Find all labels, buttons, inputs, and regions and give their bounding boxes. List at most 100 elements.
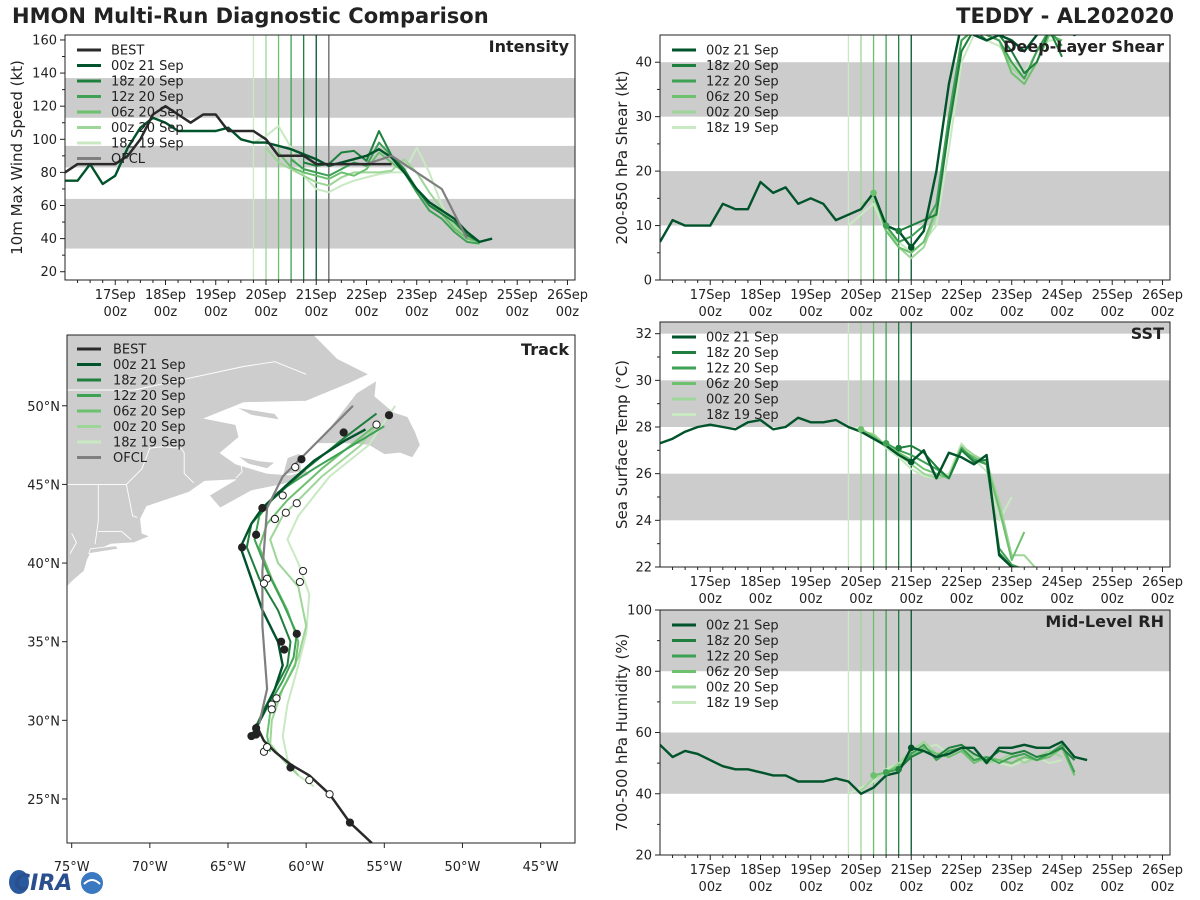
rh-series-line (660, 740, 1088, 795)
shear-xtick-label-hour: 00z (699, 305, 723, 320)
intensity-ytick-label: 100 (32, 133, 57, 148)
nh-border (125, 484, 138, 518)
sst-xtick-label-date: 25Sep (1092, 575, 1133, 590)
sst-band (660, 473, 1170, 521)
intensity-band (65, 198, 575, 249)
intensity-legend-label: 06z 20 Sep (111, 106, 184, 121)
shear-band (660, 171, 1170, 226)
track-position-dot (277, 637, 286, 646)
intensity-bands (65, 78, 575, 249)
sst-panel-title: SST (1131, 324, 1164, 343)
sst-series-line (660, 416, 1019, 567)
track-lon-label: 55°W (366, 860, 402, 875)
shear-legend-label: 00z 21 Sep (706, 44, 779, 59)
ma-ct-border (98, 531, 132, 540)
sst-ytick-label: 24 (635, 514, 652, 529)
intensity-ytick-label: 80 (40, 166, 57, 181)
shear-series-line (885, 35, 1063, 243)
track-lon-label: 60°W (288, 860, 324, 875)
sst-band (660, 322, 1170, 334)
sst-xtick-label-hour: 00z (950, 592, 974, 607)
sst-xtick-label-date: 19Sep (790, 575, 831, 590)
shear-legend-label: 00z 20 Sep (706, 106, 779, 121)
intensity-frame (64, 34, 576, 281)
sst-ytick-label: 22 (635, 561, 652, 576)
rh-ytick-label: 40 (635, 787, 652, 802)
intensity-ylabel: 10m Max Wind Speed (kt) (8, 60, 26, 255)
sst-xtick-label-hour: 00z (900, 592, 924, 607)
sst-xtick-label-date: 24Sep (1041, 575, 1082, 590)
sst-xtick-label-hour: 00z (849, 592, 873, 607)
track-lat-label: 35°N (27, 636, 60, 651)
shear-ytick-label: 20 (635, 165, 652, 180)
intensity-band (65, 78, 575, 118)
intensity-xtick-label-hour: 00z (204, 305, 228, 320)
rh-xtick-label-date: 19Sep (790, 863, 831, 878)
shear-xtick-label-date: 23Sep (991, 288, 1032, 303)
rh-legend-label: 00z 20 Sep (706, 681, 779, 696)
intensity-xtick-label-date: 23Sep (396, 288, 437, 303)
intensity-band (65, 145, 575, 168)
intensity-xtick-label-date: 17Sep (95, 288, 136, 303)
intensity-series-line (65, 104, 392, 174)
shear-panel-title: Deep-Layer Shear (1003, 37, 1164, 56)
shear-xtick-label-hour: 00z (1050, 305, 1074, 320)
shear-legend-label: 18z 20 Sep (706, 59, 779, 74)
track-line (239, 428, 367, 737)
sst-init-marker (895, 444, 902, 452)
rh-band (660, 610, 1170, 672)
sst-xtick-label-hour: 00z (799, 592, 823, 607)
sst-bands (660, 322, 1170, 521)
rh-xtick-label-hour: 00z (799, 880, 823, 895)
sst-xtick-label-date: 18Sep (740, 575, 781, 590)
track-position-dot (372, 420, 381, 429)
shear-init-marker (907, 244, 915, 251)
track-legend-label: BEST (113, 343, 146, 358)
track-position-dot (345, 818, 355, 827)
rh-init-marker (882, 769, 890, 776)
rh-xtick-label-date: 20Sep (840, 863, 881, 878)
track-position-dot (258, 503, 267, 513)
rh-xtick-label-hour: 00z (699, 880, 723, 895)
intensity-panel-title: Intensity (489, 37, 570, 56)
intensity-xtick-label-date: 26Sep (547, 288, 588, 303)
track-position-dot (297, 455, 306, 464)
rh-ytick-label: 60 (635, 726, 652, 741)
track-position-dot (292, 499, 301, 508)
intensity-series-line (290, 141, 480, 245)
shear-xtick-label-hour: 00z (849, 305, 873, 320)
cira-logo-globe (9, 870, 29, 894)
intensity-xtick-label-date: 24Sep (446, 288, 487, 303)
track-position-dot (295, 577, 304, 587)
shear-xtick-label-hour: 00z (799, 305, 823, 320)
rh-xtick-label-date: 25Sep (1092, 863, 1133, 878)
shear-xtick-label-hour: 00z (1151, 305, 1175, 320)
shear-xtick-label-hour: 00z (1000, 305, 1024, 320)
sst-xtick-label-date: 21Sep (891, 575, 932, 590)
track-position-dot (278, 491, 287, 500)
sst-legend-label: 18z 20 Sep (706, 346, 779, 361)
intensity-xtick-label-hour: 00z (556, 305, 580, 320)
shear-xtick-label-date: 19Sep (790, 288, 831, 303)
track-legend-label: 00z 21 Sep (113, 358, 186, 373)
rh-xtick-label-date: 23Sep (991, 863, 1032, 878)
track-legend-label: 18z 20 Sep (113, 374, 186, 389)
sst-ytick-label: 30 (635, 374, 652, 389)
shear-xtick-label-date: 24Sep (1041, 288, 1082, 303)
intensity-legend-label: BEST (111, 44, 144, 59)
track-lat-label: 45°N (27, 478, 60, 493)
sst-init-lines (847, 322, 912, 567)
storm-id-title: TEDDY - AL202020 (956, 4, 1174, 28)
intensity-xtick-label-hour: 00z (154, 305, 178, 320)
rh-legend-label: 06z 20 Sep (706, 665, 779, 680)
rh-init-marker (907, 744, 915, 752)
shear-band (660, 62, 1170, 117)
shear-ytick-label: 0 (644, 274, 652, 289)
shear-xtick-label-date: 18Sep (740, 288, 781, 303)
rh-xtick-label-date: 21Sep (891, 863, 932, 878)
track-series (237, 405, 397, 843)
track-legend-label: OFCL (113, 451, 148, 466)
